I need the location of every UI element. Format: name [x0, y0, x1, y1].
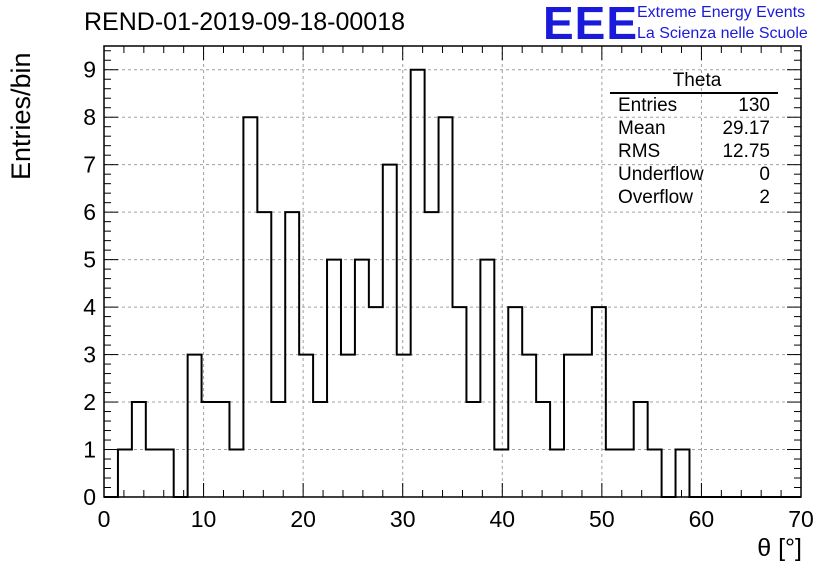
x-tick-label: 50	[589, 506, 615, 532]
histogram-bin	[648, 450, 662, 497]
histogram-bin	[536, 402, 550, 497]
histogram-bin	[369, 307, 383, 497]
histogram-bin	[285, 212, 299, 497]
stats-title: Theta	[610, 70, 778, 94]
stats-row-overflow: Overflow 2	[618, 187, 770, 208]
x-tick-label: 20	[290, 506, 316, 532]
histogram-outline	[104, 68, 801, 498]
histogram-bin	[313, 402, 327, 497]
histogram-bin	[229, 450, 243, 497]
stats-row-mean: Mean 29.17	[618, 118, 770, 139]
histogram-bin	[634, 402, 648, 497]
y-axis-label: Entries/bin	[6, 52, 36, 180]
y-tick-label: 0	[83, 484, 96, 510]
histogram-bin	[397, 355, 411, 497]
x-tick-label: 60	[689, 506, 715, 532]
x-tick-label: 0	[98, 506, 111, 532]
y-tick-label: 4	[83, 294, 96, 320]
histogram-bin	[620, 450, 634, 497]
histogram-bin	[578, 355, 592, 497]
histogram-bin	[160, 450, 174, 497]
stats-row-rms: RMS 12.75	[618, 141, 770, 162]
histogram-bin	[425, 212, 439, 497]
histogram-bin	[466, 402, 480, 497]
histogram-bin	[592, 307, 606, 497]
stats-row-underflow: Underflow 0	[618, 164, 770, 185]
x-tick-label: 70	[788, 506, 814, 532]
histogram-bin	[271, 402, 285, 497]
y-tick-label: 5	[83, 247, 96, 273]
y-tick-label: 6	[83, 199, 96, 225]
logo-caption: Extreme Energy Events La Scienza nelle S…	[637, 2, 808, 44]
histogram-bin	[146, 450, 160, 497]
histogram-bin	[439, 117, 453, 497]
histogram-bin	[564, 355, 578, 497]
stats-box: Theta Entries 130 Mean 29.17 RMS 12.75 Unde…	[610, 70, 778, 209]
histogram-bin	[257, 212, 271, 497]
y-tick-label: 3	[83, 342, 96, 368]
eee-logo: EEE	[543, 0, 639, 49]
stats-row-entries: Entries 130	[618, 95, 770, 116]
y-tick-label: 1	[83, 437, 96, 463]
x-tick-label: 40	[489, 506, 515, 532]
y-tick-label: 2	[83, 389, 96, 415]
histogram-bin	[480, 260, 494, 497]
histogram-bin	[132, 402, 146, 497]
histogram-bin	[522, 355, 536, 497]
histogram-bin	[494, 450, 508, 497]
histogram-bin	[299, 355, 313, 497]
histogram-bin	[411, 70, 425, 497]
histogram-bin	[118, 450, 132, 497]
x-axis-label: θ [°]	[757, 534, 802, 562]
histogram-bin	[453, 307, 467, 497]
logo-line-2: La Scienza nelle Scuole	[637, 25, 808, 42]
x-tick-label: 10	[191, 506, 217, 532]
y-tick-label: 7	[83, 152, 96, 178]
histogram-bin	[202, 402, 216, 497]
histogram-bin	[188, 355, 202, 497]
y-tick-label: 9	[83, 57, 96, 83]
histogram-bin	[341, 355, 355, 497]
histogram-bin	[676, 450, 690, 497]
x-tick-label: 30	[390, 506, 416, 532]
histogram-bin	[550, 450, 564, 497]
histogram-bin	[606, 450, 620, 497]
histogram-bin	[327, 260, 341, 497]
histogram-bin	[243, 117, 257, 497]
chart-title: REND-01-2019-09-18-00018	[84, 8, 406, 36]
plot-frame	[103, 45, 802, 498]
histogram-bin	[508, 307, 522, 497]
y-tick-label: 8	[83, 104, 96, 130]
histogram-bin	[355, 260, 369, 497]
histogram-bin	[216, 402, 230, 497]
logo-line-1: Extreme Energy Events	[637, 4, 806, 21]
histogram-bin	[383, 165, 397, 497]
